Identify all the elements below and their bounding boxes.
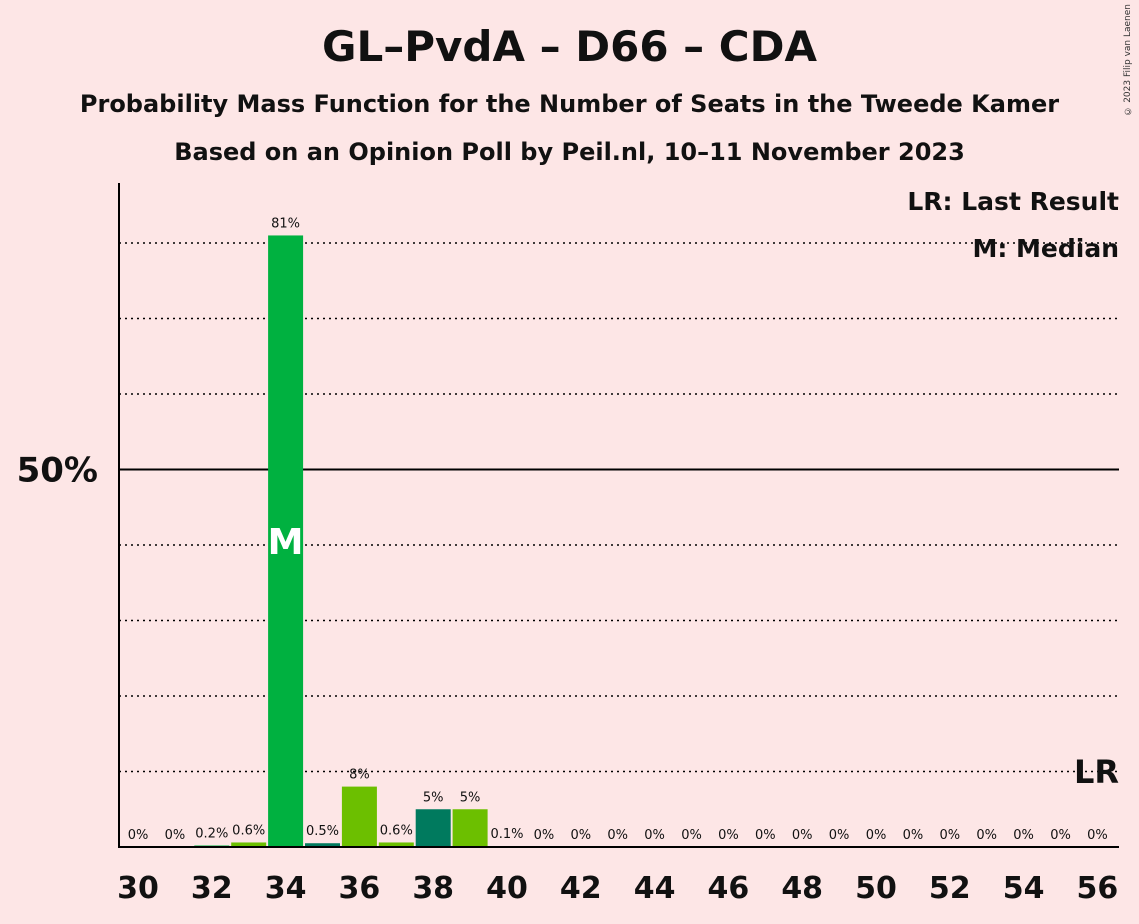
- data-label: 0%: [792, 828, 813, 843]
- data-label: 0.1%: [490, 827, 523, 842]
- bar: [378, 842, 414, 847]
- x-tick-label: 54: [1003, 871, 1045, 906]
- data-label: 0.6%: [232, 823, 265, 838]
- data-label: 0%: [534, 828, 555, 843]
- bar: [268, 235, 304, 847]
- x-tick-label: 36: [339, 871, 381, 906]
- data-label: 0%: [755, 828, 776, 843]
- x-tick-label: 42: [560, 871, 602, 906]
- data-label: 0%: [866, 828, 887, 843]
- x-tick-label: 38: [412, 871, 454, 906]
- bar: [305, 843, 340, 847]
- bar: [341, 786, 377, 847]
- data-label: 0%: [1087, 828, 1108, 843]
- x-tick-label: 48: [781, 871, 823, 906]
- bar: [231, 842, 267, 847]
- x-tick-label: 30: [117, 871, 159, 906]
- legend-entry: M: Median: [972, 234, 1119, 263]
- x-tick-label: 46: [708, 871, 750, 906]
- chart-title: GL–PvdA – D66 – CDA: [322, 22, 817, 71]
- data-label: 0%: [829, 828, 850, 843]
- x-tick-label: 44: [634, 871, 676, 906]
- data-label: 0%: [128, 828, 149, 843]
- median-marker: M: [268, 522, 304, 563]
- data-label: 0%: [1050, 828, 1071, 843]
- bar: [415, 809, 451, 847]
- chart-subtitle: Probability Mass Function for the Number…: [79, 90, 1060, 118]
- y-tick-label: 50%: [17, 451, 98, 491]
- bar: [452, 809, 488, 847]
- data-label: 8%: [349, 768, 370, 783]
- x-tick-label: 52: [929, 871, 971, 906]
- x-tick-label: 50: [855, 871, 897, 906]
- data-label: 0%: [939, 828, 960, 843]
- legend-entry: LR: Last Result: [907, 187, 1119, 216]
- data-label: 0.6%: [380, 823, 413, 838]
- data-label: 0%: [570, 828, 591, 843]
- data-label: 5%: [460, 790, 481, 805]
- data-label: 81%: [271, 216, 300, 231]
- data-label: 0.5%: [306, 824, 339, 839]
- x-tick-label: 34: [265, 871, 307, 906]
- x-tick-label: 56: [1077, 871, 1119, 906]
- data-label: 5%: [423, 790, 444, 805]
- data-label: 0%: [681, 828, 702, 843]
- data-label: 0%: [607, 828, 628, 843]
- data-label: 0%: [903, 828, 924, 843]
- last-result-marker: LR: [1074, 753, 1119, 791]
- data-label: 0.2%: [195, 826, 228, 841]
- x-tick-label: 32: [191, 871, 233, 906]
- data-label: 0%: [165, 828, 186, 843]
- data-label: 0%: [644, 828, 665, 843]
- data-label: 0%: [1013, 828, 1034, 843]
- x-tick-label: 40: [486, 871, 528, 906]
- chart-source: Based on an Opinion Poll by Peil.nl, 10–…: [174, 138, 965, 166]
- data-label: 0%: [718, 828, 739, 843]
- data-label: 0%: [976, 828, 997, 843]
